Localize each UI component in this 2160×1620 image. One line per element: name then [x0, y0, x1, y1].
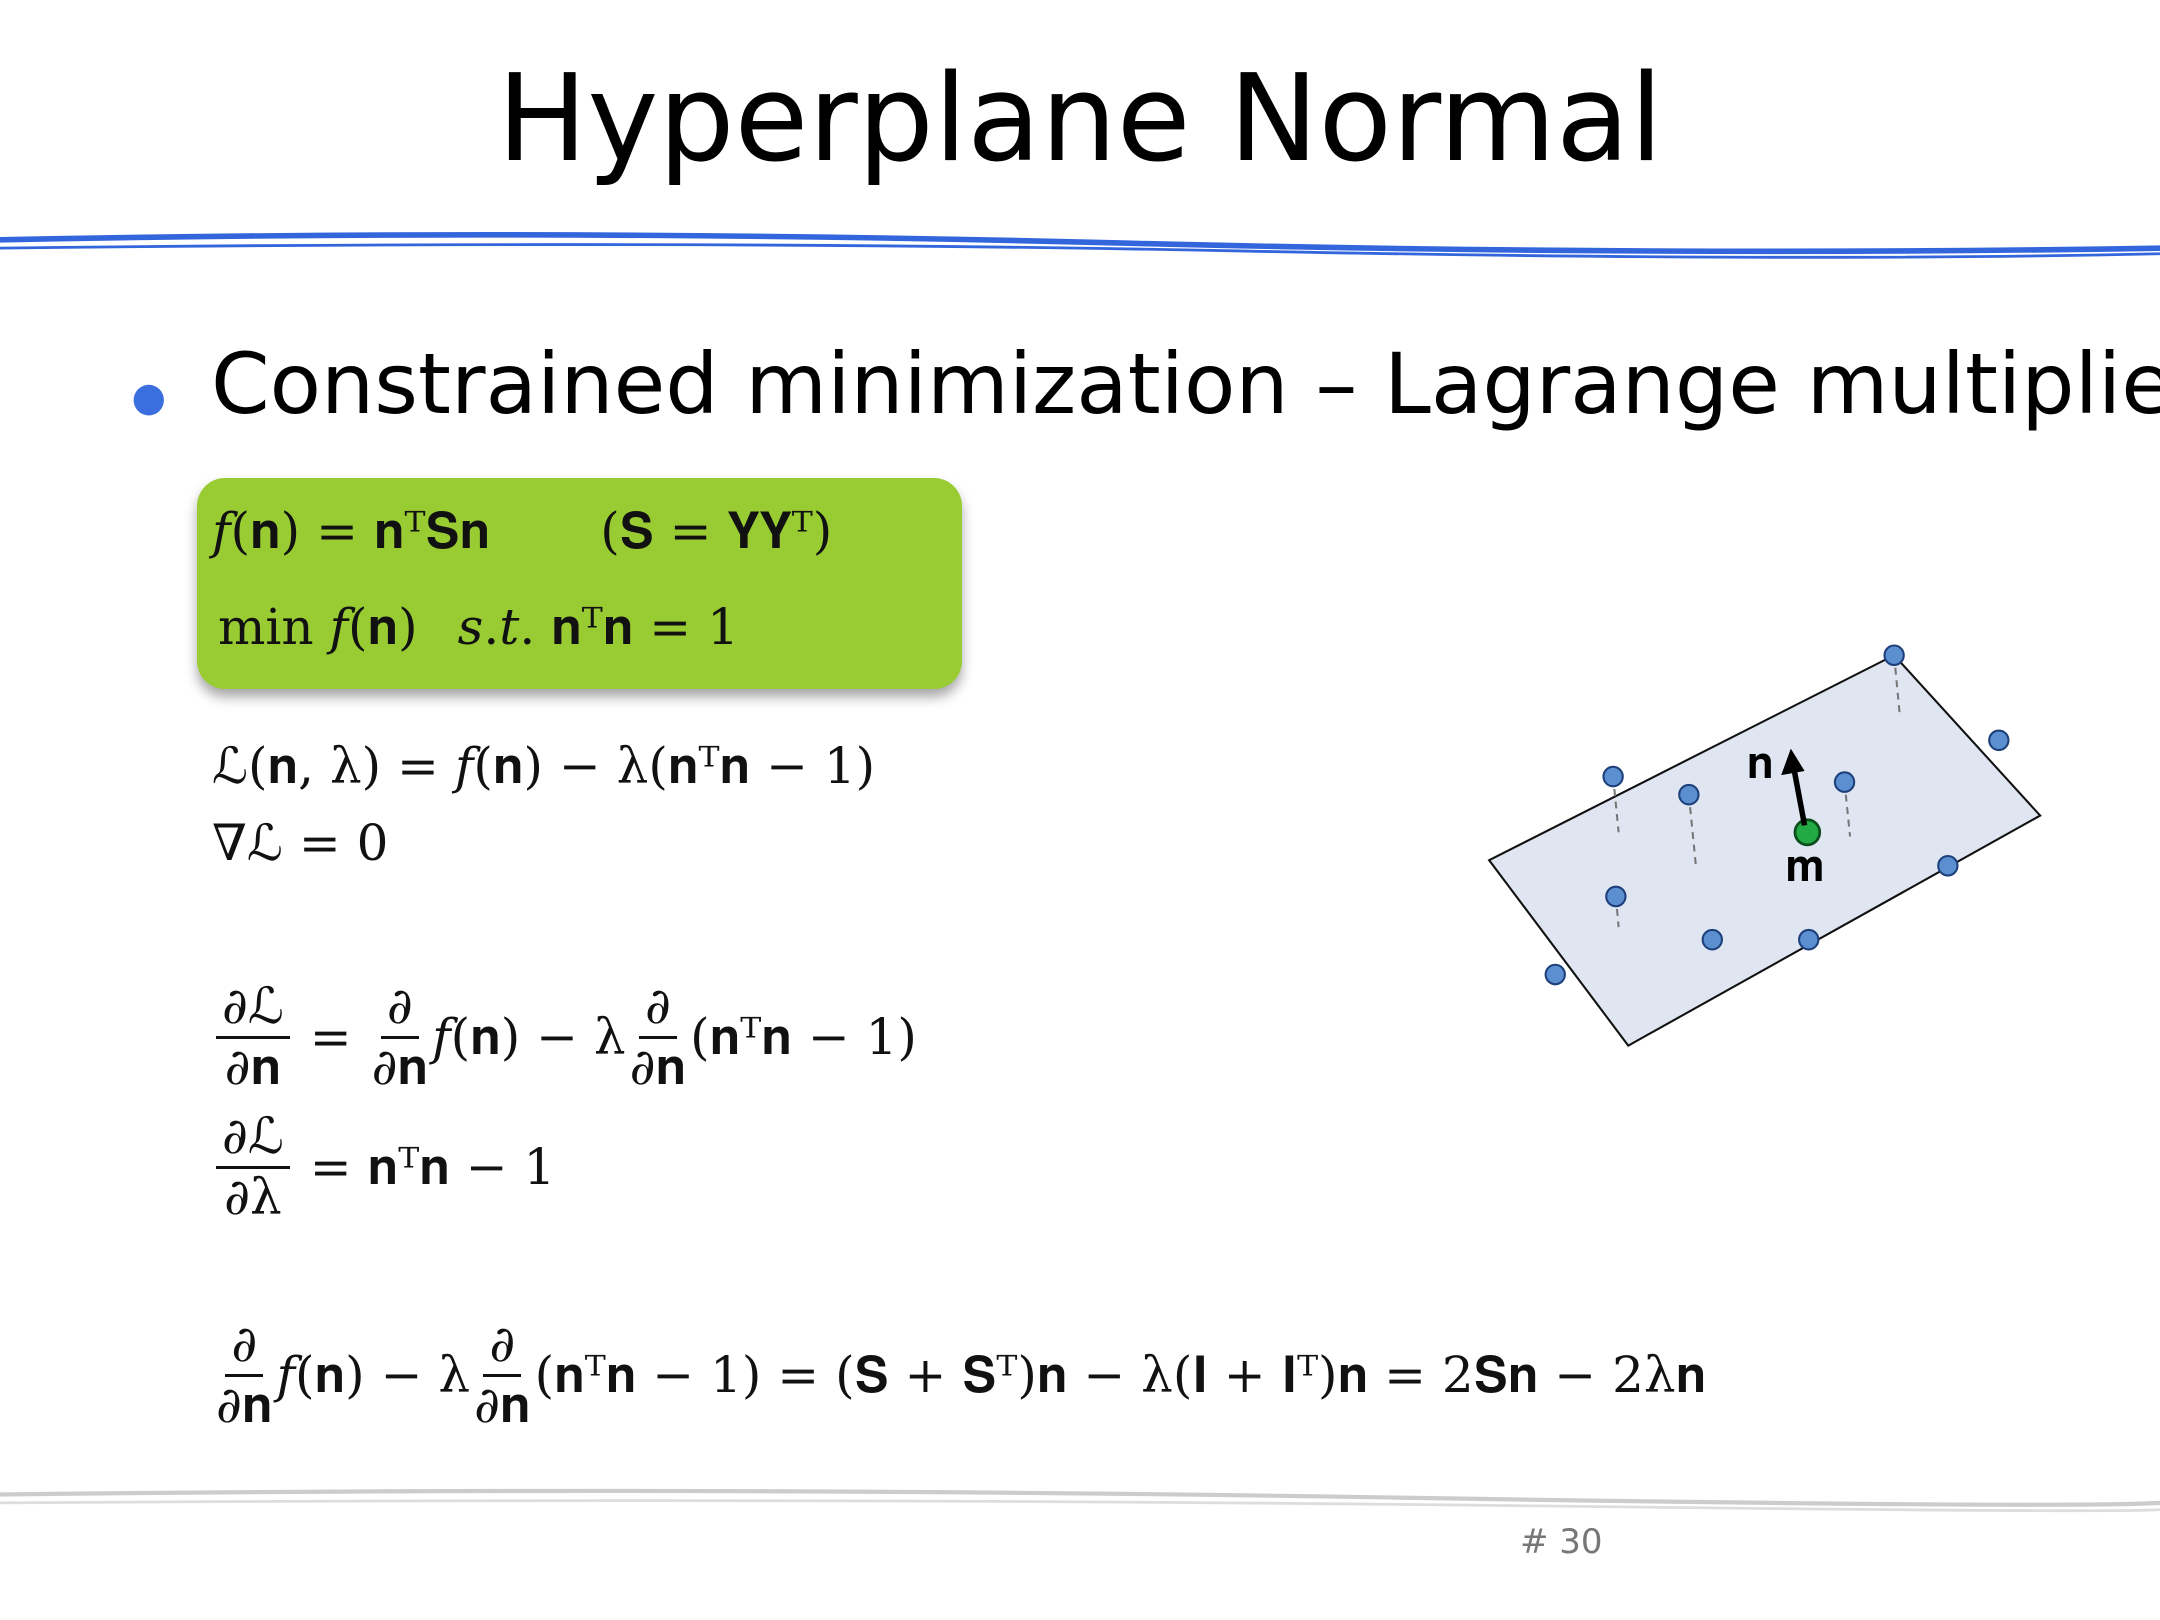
numerator: ∂ℒ — [216, 1107, 290, 1169]
plane — [1487, 653, 2042, 1047]
formula-part: (𝐧ᵀ𝐧 − 1) — [690, 1007, 917, 1066]
data-points — [1544, 644, 2010, 986]
denominator: ∂𝐧 — [474, 1375, 531, 1434]
fraction: ∂ℒ ∂𝐧 — [216, 977, 290, 1096]
formula: 𝑓(𝐧) = 𝐧ᵀ𝐒𝐧 — [212, 502, 491, 560]
mean-point — [1793, 818, 1822, 847]
formula: ∇ℒ = 0 — [212, 814, 389, 872]
hyperplane-diagram: 𝐧 𝐦 — [1487, 644, 2042, 1047]
equation: ∂ℒ ∂𝐧 = ∂ ∂𝐧 𝑓(𝐧) − λ ∂ ∂𝐧 (𝐧ᵀ𝐧 − 1) — [212, 977, 917, 1096]
bullet-text: Constrained minimization – Lagrange mult… — [211, 335, 2160, 433]
formula-part: = 𝐧ᵀ𝐧 − 1 — [293, 1137, 556, 1196]
normal-label: 𝐧 — [1747, 738, 1774, 789]
denominator: ∂𝐧 — [224, 1037, 282, 1096]
page-number: # 30 — [1520, 1522, 1603, 1562]
numerator: ∂ — [380, 977, 419, 1039]
equation: ∂ℒ ∂λ = 𝐧ᵀ𝐧 − 1 — [212, 1107, 556, 1226]
formula: 𝑠.𝑡. 𝐧ᵀ𝐧 = 1 — [457, 598, 739, 656]
slide-title: Hyperplane Normal — [497, 50, 1663, 189]
numerator: ∂ — [225, 1315, 264, 1377]
footer-rule — [0, 1499, 2160, 1513]
fraction: ∂ ∂𝐧 — [474, 1315, 531, 1434]
formula: ℒ(𝐧, λ) = 𝑓(𝐧) − λ(𝐧ᵀ𝐧 − 1) — [212, 737, 876, 795]
formula: min 𝑓(𝐧) — [218, 598, 418, 656]
fraction: ∂ ∂𝐧 — [371, 977, 429, 1096]
title-rule — [0, 243, 2160, 259]
box-line: 𝑓(𝐧) = 𝐧ᵀ𝐒𝐧 (𝐒 = 𝐘𝐘ᵀ) — [212, 502, 832, 561]
formula-part: (𝐧ᵀ𝐧 − 1) = (𝐒 + 𝐒ᵀ)𝐧 − λ(𝐈 + 𝐈ᵀ)𝐧 = 2𝐒𝐧… — [534, 1345, 1707, 1404]
denominator: ∂𝐧 — [216, 1375, 273, 1434]
formula-part: = — [293, 1008, 368, 1066]
footer-rule — [0, 1488, 2160, 1507]
title-rule — [0, 232, 2160, 255]
normal-arrow — [1790, 766, 1808, 826]
objective-box — [197, 478, 962, 689]
fraction: ∂ ∂𝐧 — [216, 1315, 273, 1434]
numerator: ∂ — [638, 977, 677, 1039]
fraction: ∂ ∂𝐧 — [629, 977, 687, 1096]
formula-part: 𝑓(𝐧) − λ — [276, 1345, 471, 1404]
equation: ∂ ∂𝐧 𝑓(𝐧) − λ ∂ ∂𝐧 (𝐧ᵀ𝐧 − 1) = (𝐒 + 𝐒ᵀ)𝐧 − λ(… — [212, 1315, 1707, 1434]
box-line: min 𝑓(𝐧) 𝑠.𝑡. 𝐧ᵀ𝐧 = 1 — [218, 598, 739, 657]
denominator: ∂λ — [224, 1167, 282, 1226]
denominator: ∂𝐧 — [371, 1037, 429, 1096]
arrow-head — [1781, 748, 1805, 776]
formula: (𝐒 = 𝐘𝐘ᵀ) — [600, 502, 833, 560]
denominator: ∂𝐧 — [629, 1037, 687, 1096]
numerator: ∂ — [483, 1315, 522, 1377]
fraction: ∂ℒ ∂λ — [216, 1107, 290, 1226]
numerator: ∂ℒ — [216, 977, 290, 1039]
mean-label: 𝐦 — [1785, 841, 1824, 892]
bullet-dot — [133, 384, 164, 416]
formula-part: 𝑓(𝐧) − λ — [432, 1007, 626, 1066]
